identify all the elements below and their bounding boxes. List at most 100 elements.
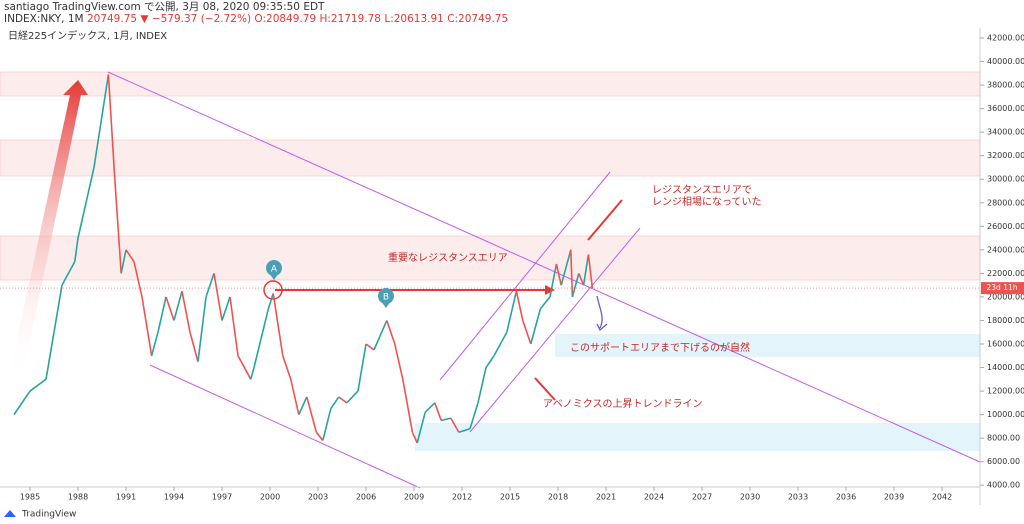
trendlines	[107, 71, 981, 489]
x-tick-label: 2042	[932, 493, 952, 502]
y-tick-label: 42000.00	[987, 34, 1024, 43]
price-segment	[506, 290, 518, 333]
x-tick-label: 2009	[404, 493, 424, 502]
high: H:21719.78	[319, 13, 381, 25]
price-segment	[267, 293, 274, 309]
price-segment	[120, 249, 127, 274]
low: L:20613.91	[384, 13, 444, 25]
price-segment	[386, 320, 396, 345]
price-segment	[133, 261, 143, 298]
price-tag	[981, 282, 1024, 295]
y-tick-label: 10000.00	[987, 410, 1024, 419]
arrowhead	[545, 285, 555, 295]
marker-label: B	[383, 293, 389, 303]
y-tick-label: 16000.00	[987, 340, 1024, 349]
x-tick-label: 2033	[788, 493, 808, 502]
price-segment	[141, 296, 153, 356]
countdown: 23d 11h	[987, 283, 1018, 292]
price-segment	[338, 396, 348, 404]
price-segment	[157, 296, 167, 333]
price-segment	[197, 296, 207, 362]
x-tick-label: 2015	[500, 493, 520, 502]
logo	[4, 510, 16, 517]
marker	[378, 288, 394, 304]
price-segment	[13, 390, 31, 416]
trendline	[107, 71, 981, 463]
price-segment	[74, 237, 79, 262]
chart-title: 日経225インデックス, 1月, INDEX	[8, 29, 167, 42]
price-segment	[306, 396, 318, 433]
price-segment	[221, 296, 231, 321]
price-segment	[416, 412, 426, 444]
x-tick-label: 2039	[884, 493, 904, 502]
price-segment	[555, 263, 562, 286]
price-segment	[373, 320, 388, 351]
price-segment	[213, 273, 223, 321]
price-segment	[290, 379, 300, 415]
annotation: このサポートエリアまで下げるのが自然	[570, 341, 750, 354]
price-segment	[93, 74, 110, 168]
x-tick-label: 1988	[68, 493, 88, 502]
y-tick-label: 40000.00	[987, 57, 1024, 66]
y-tick-label: 4000.00	[987, 481, 1020, 490]
price-segment	[322, 408, 332, 441]
y-tick-label: 6000.00	[987, 457, 1020, 466]
arrow	[534, 377, 556, 401]
price-segment	[61, 261, 76, 286]
price-segment	[402, 379, 414, 433]
price-segment	[114, 179, 122, 274]
price-segment	[539, 296, 551, 310]
change: ▼ −579.37 (−2.72%)	[140, 13, 251, 25]
price-segment	[530, 308, 542, 345]
y-tick-label: 38000.00	[987, 81, 1024, 90]
price-segment	[150, 332, 159, 356]
y-tick-label: 20000.00	[987, 292, 1024, 301]
price-segment	[315, 431, 324, 442]
price-segment	[229, 296, 239, 356]
x-tick-label: 2030	[740, 493, 760, 502]
price-segment	[125, 249, 135, 263]
price-segment	[346, 390, 359, 404]
y-tick-label: 36000.00	[987, 104, 1024, 113]
price-segment	[424, 402, 436, 413]
y-tick-label: 22000.00	[987, 269, 1024, 278]
x-tick-label: 2024	[644, 493, 664, 502]
price-segment	[85, 167, 95, 203]
price-segment	[45, 332, 55, 380]
price-segment	[107, 74, 116, 180]
price-segment	[365, 343, 375, 351]
price-segment	[469, 402, 479, 429]
price-segment	[560, 249, 572, 286]
price-segment	[181, 290, 191, 333]
price-segment	[165, 296, 175, 321]
price-segment	[205, 273, 215, 298]
price-segment	[282, 355, 292, 380]
price-segment	[237, 355, 252, 380]
x-tick-label: 1991	[116, 493, 136, 502]
price-segment	[582, 254, 590, 286]
highlight-circle	[263, 280, 283, 300]
price-segment	[587, 254, 594, 289]
price-segment	[477, 367, 487, 404]
price-segment	[330, 396, 340, 410]
price-segment	[458, 427, 471, 434]
price-segment	[253, 308, 270, 368]
x-tick-label: 1997	[212, 493, 232, 502]
price-segment	[357, 343, 367, 392]
x-tick-label: 2000	[260, 493, 280, 502]
down-arrow	[596, 295, 608, 332]
price-segment	[522, 320, 532, 345]
marker	[266, 260, 282, 276]
y-tick-label: 30000.00	[987, 175, 1024, 184]
resistance-zone	[0, 71, 981, 97]
x-tick-label: 1985	[20, 493, 40, 502]
price-segment	[173, 290, 183, 321]
price-segment	[29, 378, 47, 392]
trendline	[149, 364, 421, 489]
x-tick-label: 1994	[164, 493, 184, 502]
price-segment	[189, 332, 199, 362]
price-segment	[441, 417, 451, 422]
price-segment	[570, 249, 574, 297]
y-tick-label: 12000.00	[987, 387, 1024, 396]
